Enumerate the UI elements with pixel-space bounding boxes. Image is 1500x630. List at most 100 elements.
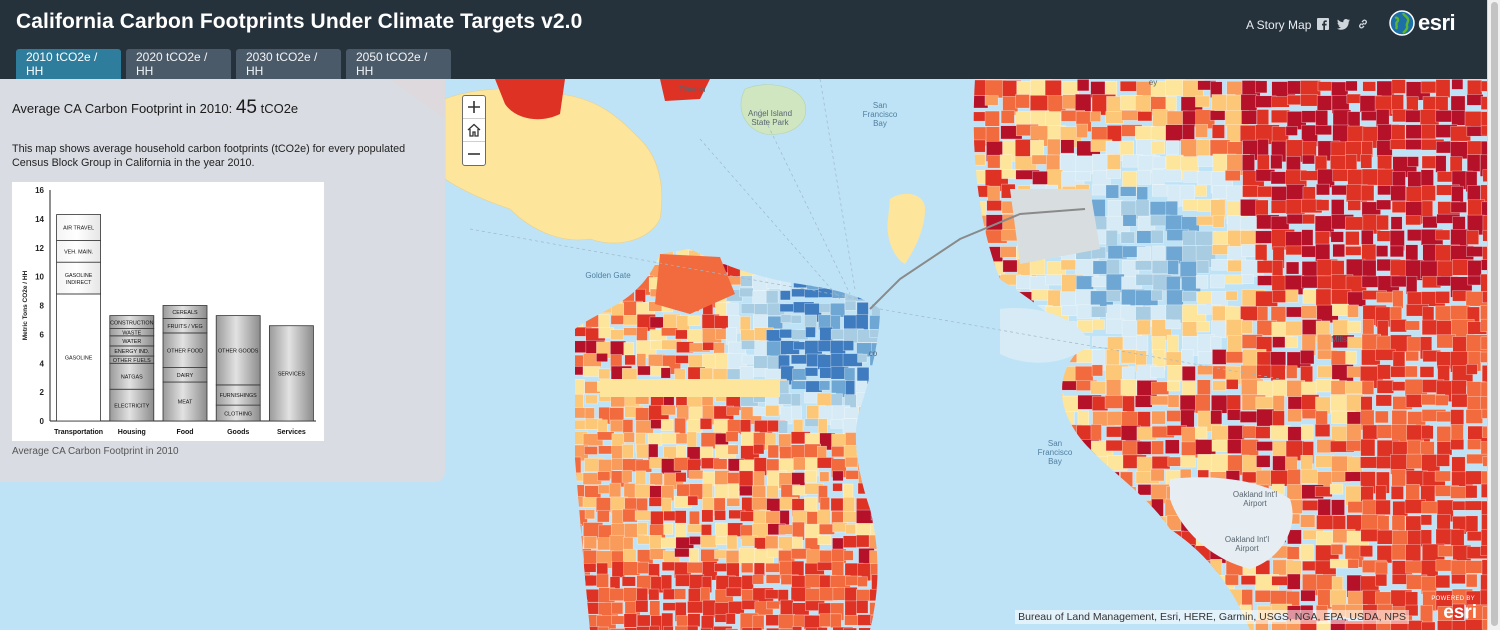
map-label-oakland-airport-1: Oakland Int'l Airport [1232,490,1278,508]
census-block [766,627,781,630]
y-tick-label: 14 [35,215,44,224]
census-block [1255,80,1268,94]
census-block [830,613,842,629]
census-block [701,615,715,630]
census-block [1224,170,1241,181]
census-block [1466,453,1487,465]
census-block [1047,289,1061,308]
tab-2020[interactable]: 2020 tCO2e / HH [126,49,231,79]
facebook-icon[interactable] [1316,17,1330,31]
census-block [1285,231,1305,247]
segment-label: WATER [122,339,141,345]
census-block [1242,425,1256,439]
census-block [1285,320,1303,336]
ferry-route [879,308,1281,380]
census-block [753,314,768,330]
census-block [1391,469,1406,487]
census-block [1060,139,1075,154]
census-block [1000,110,1015,124]
census-block [610,315,626,325]
census-block [830,302,846,318]
census-block [1077,79,1090,92]
tab-2030[interactable]: 2030 tCO2e / HH [236,49,341,79]
census-block [1359,545,1373,558]
page-scrollbar[interactable] [1487,0,1500,630]
census-block [1270,216,1290,231]
census-block [793,457,807,471]
segment-label: CONSTRUCTION [110,320,154,326]
census-block [1075,155,1094,174]
census-block [1242,154,1255,172]
census-block [1284,336,1298,348]
census-block [660,574,673,591]
census-block [1165,96,1177,111]
census-block [1150,140,1166,155]
census-block [1405,109,1422,123]
sf-blocks [575,249,880,630]
census-block [1135,260,1153,271]
tiburon-red [660,79,710,101]
census-block [1375,573,1388,587]
census-block [1286,365,1298,379]
census-block [1119,140,1134,157]
segment-label: ELECTRICITY [114,403,149,409]
tab-2050[interactable]: 2050 tCO2e / HH [346,49,451,79]
tab-2010[interactable]: 2010 tCO2e / HH [16,49,121,79]
census-block [857,576,868,587]
census-block [1482,229,1487,242]
census-block [609,534,625,554]
census-block [687,600,704,614]
zoom-in-button[interactable] [463,96,485,119]
census-block [1481,201,1487,224]
map-view[interactable]: San Francisco Bay Angel Island State Par… [0,79,1487,630]
census-block [752,574,765,585]
story-map-link[interactable]: A Story Map [1246,18,1312,32]
oakland-airport [1170,477,1293,569]
census-block [1376,214,1389,231]
census-block [1329,483,1344,495]
census-block [623,613,638,628]
golden-gate-park [600,379,780,397]
census-block [984,95,999,106]
census-block [1330,231,1344,243]
census-block [1285,261,1300,275]
census-block [1465,485,1478,499]
census-block [1091,305,1107,318]
census-block [1314,423,1331,437]
census-block [1287,469,1301,487]
home-button[interactable] [463,119,485,142]
census-block [1300,468,1318,484]
census-block [1195,394,1211,414]
census-block [741,562,754,573]
census-block [1346,93,1361,104]
census-block [1076,123,1088,138]
census-block [610,419,625,433]
port-of-oakland [1010,189,1100,264]
y-tick-label: 4 [40,359,45,368]
map-label-oakland-airport-2: Oakland Int'l Airport [1224,535,1270,553]
census-block [843,627,857,630]
esri-logo[interactable]: esri [1388,8,1464,38]
census-block [1436,171,1454,183]
census-block [1480,111,1487,133]
census-block [621,469,633,483]
link-icon[interactable] [1356,17,1370,31]
census-block [842,340,854,351]
zoom-out-button[interactable] [463,142,485,165]
census-block [778,628,796,630]
census-block [741,575,754,590]
twitter-icon[interactable] [1336,17,1350,31]
census-block [1212,380,1227,391]
census-block [1270,154,1283,170]
y-tick-label: 0 [40,417,45,426]
census-block [661,327,678,337]
powered-by-esri-logo[interactable]: POWERED BY esri [1431,596,1477,623]
carbon-footprint-chart: 0 2 4 6 8 10 12 14 16 Metric Tons CO2e / HH GASOLI… [12,182,324,441]
panel-description: This map shows average household carbon … [12,143,406,169]
census-block [583,563,597,573]
minus-icon [468,152,480,155]
scrollbar-thumb[interactable] [1491,2,1498,626]
census-block [1405,124,1424,140]
census-block [636,353,647,368]
census-block [1287,573,1301,590]
